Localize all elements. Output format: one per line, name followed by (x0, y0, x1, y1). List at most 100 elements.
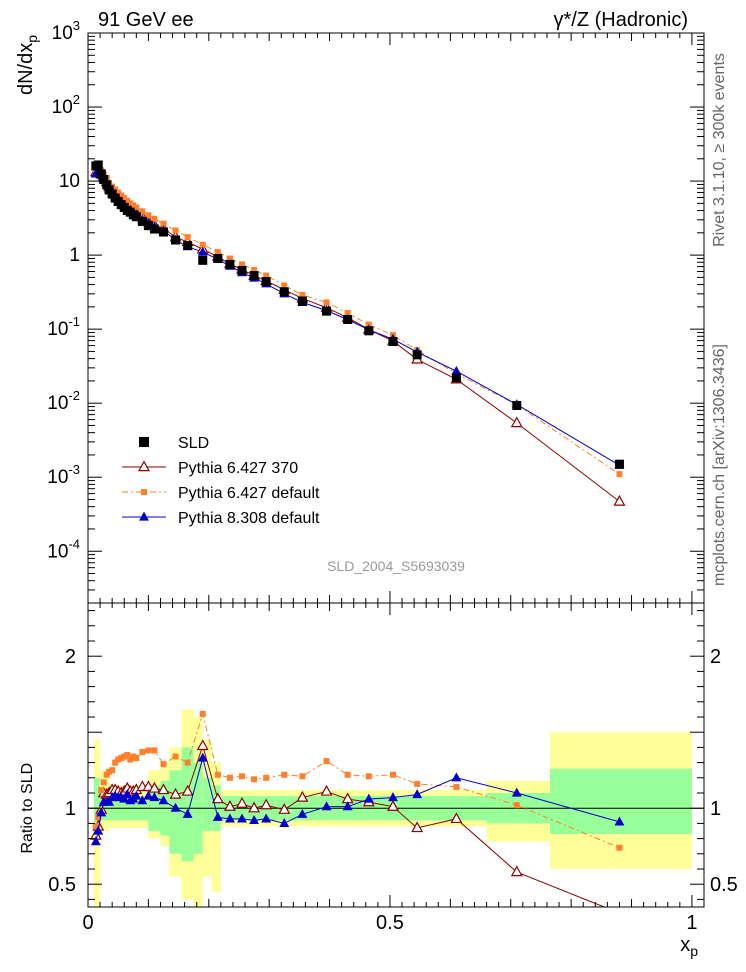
ratio-point-pythia-8-308-default (158, 795, 169, 805)
ratio-point-pythia-6-427-370 (148, 781, 161, 793)
main-y-tick-label-exponent: -3 (68, 462, 80, 477)
series-layer (89, 160, 626, 907)
ratio-point-pythia-8-308-default (170, 802, 181, 812)
ratio-point-pythia-6-427-default (281, 771, 288, 778)
main-point-pythia-6-427-default (160, 220, 167, 227)
ratio-point-pythia-8-308-default (297, 808, 308, 818)
main-point-sld (322, 306, 332, 316)
ratio-point-pythia-6-427-370 (296, 790, 309, 802)
rivet-version-label: Rivet 3.1.10, ≥ 300k events (711, 53, 728, 247)
ratio-point-pythia-8-308-default (122, 789, 133, 799)
ratio-y-tick-label-right: 2 (710, 646, 721, 668)
main-point-sld (102, 180, 112, 190)
main-y-tick-label-exponent: 2 (73, 92, 80, 107)
main-point-pythia-6-427-default (124, 197, 131, 204)
main-series-group (89, 160, 626, 506)
main-y-tick-label: 1 (69, 245, 80, 266)
header-left: 91 GeV ee (98, 9, 194, 31)
x-tick-label: 0 (82, 912, 93, 934)
main-point-sld (131, 212, 141, 222)
main-y-tick-label-exponent: -4 (68, 536, 80, 551)
main-y-tick-label: 103 (52, 18, 80, 44)
ratio-point-pythia-8-308-default (96, 807, 107, 817)
ratio-point-pythia-6-427-370 (387, 800, 399, 811)
main-point-sld (412, 350, 422, 360)
ratio-point-pythia-6-427-default (226, 774, 233, 781)
ratio-y-tick-label-right: 1 (710, 798, 721, 820)
main-point-sld (171, 235, 181, 245)
main-point-sld (451, 373, 461, 383)
legend-marker (139, 511, 149, 521)
ratio-point-pythia-6-427-default (92, 823, 99, 830)
main-point-pythia-8-308-default (197, 246, 208, 256)
ratio-band-green (169, 770, 182, 854)
main-point-sld (364, 326, 374, 336)
ratio-point-pythia-8-308-default (237, 813, 247, 823)
main-point-sld (388, 337, 398, 347)
legend-label: Pythia 8.308 default (178, 510, 320, 527)
ratio-point-pythia-6-427-370 (169, 787, 182, 799)
main-point-pythia-6-427-default (239, 261, 245, 268)
main-point-pythia-6-427-default (299, 291, 306, 298)
ratio-point-pythia-8-308-default (93, 825, 104, 835)
ratio-y-tick-label-left: 0.5 (48, 874, 76, 896)
main-point-pythia-6-427-default (281, 282, 288, 289)
ratio-point-pythia-6-427-default (172, 753, 179, 760)
main-y-tick-label: 10-2 (47, 388, 80, 414)
legend-marker (138, 460, 150, 472)
ratio-point-pythia-6-427-default (263, 774, 270, 781)
ratio-point-pythia-8-308-default (224, 813, 235, 823)
ratio-point-pythia-6-427-default (109, 767, 116, 774)
ratio-point-pythia-6-427-default (344, 771, 351, 778)
ratio-point-pythia-6-427-370 (619, 906, 620, 907)
main-point-pythia-6-427-default (133, 204, 140, 211)
main-point-sld (237, 265, 247, 275)
main-y-tick-label: 102 (52, 92, 80, 118)
ratio-point-pythia-6-427-default (98, 786, 105, 793)
ratio-point-pythia-8-308-default (321, 801, 332, 811)
main-point-sld (297, 296, 307, 306)
ratio-point-pythia-6-427-default (130, 753, 137, 760)
main-point-pythia-6-427-default (127, 200, 134, 207)
main-point-sld (614, 459, 624, 469)
main-point-sld (96, 169, 106, 179)
main-y-axis-label: dN/dxp (15, 35, 40, 95)
main-point-pythia-6-427-default (151, 215, 158, 222)
main-point-sld (149, 224, 159, 234)
main-point-pythia-6-427-370 (613, 494, 626, 506)
ratio-point-pythia-8-308-default (131, 790, 142, 800)
ratio-point-pythia-8-308-default (143, 790, 154, 800)
ratio-point-pythia-8-308-default (388, 792, 398, 802)
main-point-pythia-6-427-default (616, 471, 623, 478)
main-y-tick-label-exponent: -2 (68, 388, 80, 403)
main-point-pythia-6-427-default (139, 208, 146, 215)
ratio-y-tick-label-right: 0.5 (710, 874, 738, 896)
main-point-pythia-6-427-default (121, 195, 128, 202)
main-line-pythia-6-427-default (95, 166, 620, 475)
main-y-tick-label: 10 (59, 171, 80, 192)
main-point-sld (183, 240, 193, 250)
main-y-axis-label-subscript: p (24, 35, 40, 43)
main-point-sld (279, 287, 289, 297)
ratio-point-pythia-6-427-default (139, 748, 146, 755)
ratio-point-pythia-6-427-370 (181, 784, 194, 796)
ratio-point-pythia-6-427-default (112, 759, 119, 766)
ratio-y-axis-label: Ratio to SLD (19, 763, 36, 854)
ratio-y-tick-label-left: 2 (65, 646, 76, 668)
ratio-y-tick-label-left: 1 (65, 798, 76, 820)
ratio-series-group (89, 710, 625, 907)
ratio-point-pythia-6-427-370 (157, 783, 170, 795)
ratio-point-pythia-8-308-default (137, 795, 148, 805)
main-y-tick-label: 10-4 (47, 536, 80, 562)
ratio-point-pythia-6-427-370 (142, 780, 155, 792)
ratio-point-pythia-8-308-default (261, 813, 272, 823)
ratio-point-pythia-6-427-default (365, 773, 372, 780)
header-right: γ*/Z (Hadronic) (554, 9, 688, 31)
ratio-point-pythia-8-308-default (249, 814, 260, 824)
main-point-pythia-6-427-370 (510, 416, 523, 428)
main-point-sld (143, 221, 153, 231)
ratio-point-pythia-6-427-default (95, 814, 102, 821)
ratio-point-pythia-6-427-default (124, 752, 131, 758)
main-point-pythia-6-427-default (226, 255, 233, 262)
main-y-tick-label-exponent: -1 (68, 314, 80, 329)
